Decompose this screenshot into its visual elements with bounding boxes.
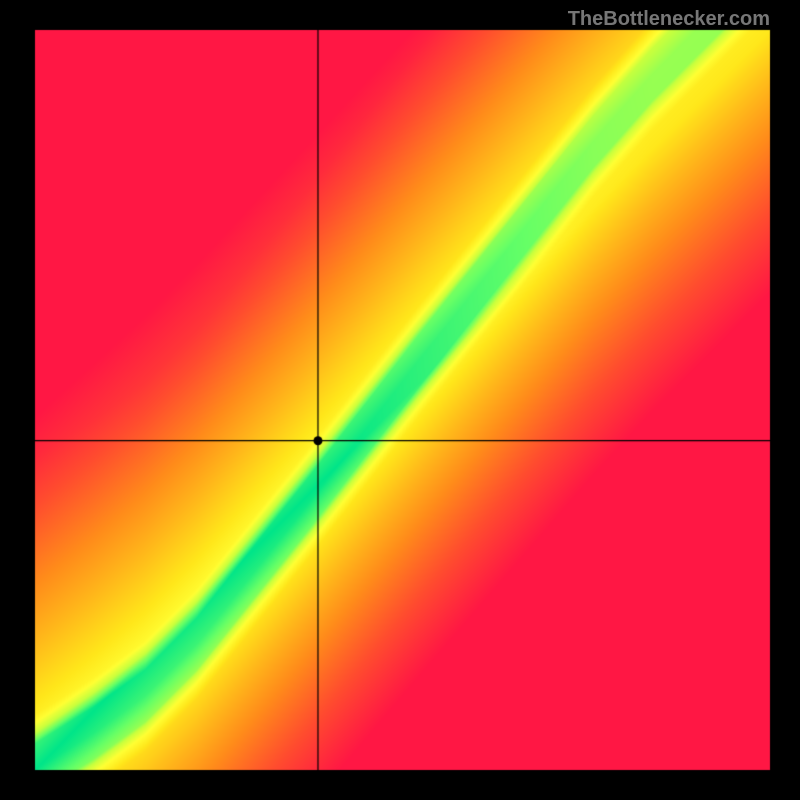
watermark-text: TheBottlenecker.com: [568, 8, 770, 31]
gradient-heatmap-canvas: [0, 0, 800, 800]
chart-container: TheBottlenecker.com: [0, 0, 800, 800]
